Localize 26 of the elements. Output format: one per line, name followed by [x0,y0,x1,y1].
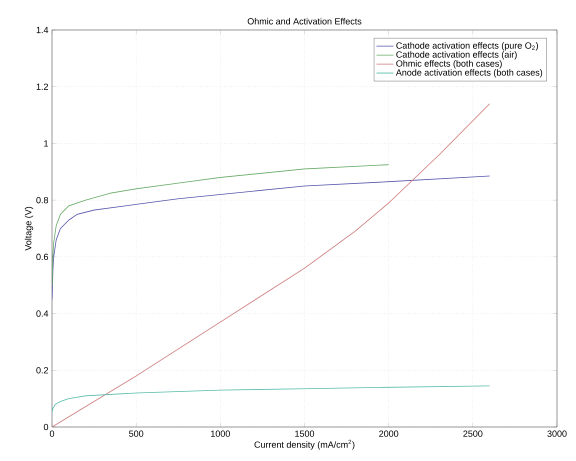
line-series [52,103,490,427]
y-tick-label: 1.2 [36,84,48,90]
x-tick-label: 3000 [547,430,567,437]
y-tick-label: 0.2 [36,367,48,374]
y-tick-label: 0.8 [36,196,48,204]
legend-label: Cathode activation effects (pure O$_{2}$) [396,42,538,50]
y-axis-title: Voltage (V) [24,206,34,251]
x-tick-label: 2500 [463,430,482,437]
legend-label: Cathode activation effects (air) [396,51,517,60]
line-series [52,176,490,300]
x-tick-label: 1500 [295,430,314,437]
line-series [52,385,490,414]
x-tick-label: 500 [129,430,144,437]
x-axis-title: Current density (mA/cm$^{2}$) [254,440,354,450]
y-tick-label: 1.4 [36,26,48,34]
x-tick-label: 2000 [379,430,398,437]
line-series [52,164,390,286]
x-tick-label: 1000 [211,430,230,437]
y-tick-label: 0.6 [36,254,48,260]
legend-label: Anode activation effects (both cases) [396,69,542,78]
y-tick-label: 0 [44,424,48,430]
chart-title: Ohmic and Activation Effects [248,18,362,24]
y-tick-label: 1 [44,140,48,147]
y-tick-label: 0.4 [36,310,48,317]
legend-label: Ohmic effects (both cases) [396,60,502,68]
x-tick-label: 0 [50,430,54,437]
